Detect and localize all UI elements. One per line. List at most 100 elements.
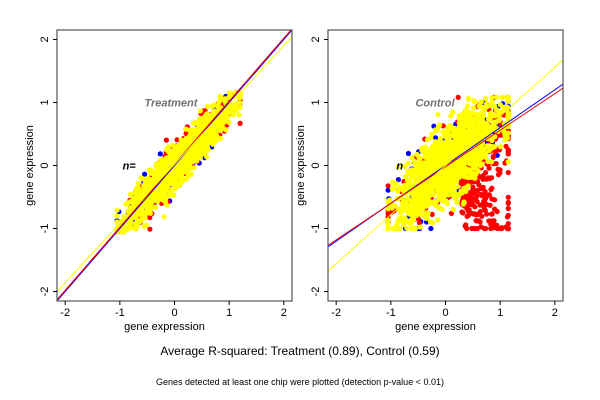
data-point-red	[461, 195, 467, 201]
data-point-blue	[157, 151, 163, 157]
y-tick-label: 1	[39, 99, 51, 105]
data-point-yellow	[155, 198, 161, 204]
data-point-yellow	[176, 173, 182, 179]
data-point-yellow	[406, 178, 412, 184]
data-point-yellow	[173, 166, 179, 172]
data-point-yellow	[437, 205, 443, 211]
data-point-yellow	[473, 111, 479, 117]
data-point-red	[504, 225, 510, 232]
data-point-red	[505, 205, 511, 212]
data-point-red	[505, 194, 511, 200]
data-point-yellow	[430, 184, 436, 190]
data-point-red	[448, 210, 454, 216]
data-point-yellow	[209, 127, 216, 133]
data-point-yellow	[171, 192, 177, 198]
data-point-red	[488, 211, 495, 217]
data-point-yellow	[132, 221, 138, 227]
data-point-yellow	[443, 152, 449, 158]
data-point-red	[469, 201, 475, 207]
data-point-red	[455, 94, 461, 100]
data-point-red	[470, 186, 476, 193]
data-point-yellow	[472, 175, 478, 181]
data-point-yellow	[442, 191, 448, 197]
data-point-yellow	[170, 180, 177, 186]
data-point-yellow	[219, 114, 226, 120]
data-point-yellow	[395, 164, 401, 170]
data-point-red	[487, 202, 493, 208]
data-point-yellow	[134, 217, 140, 223]
data-point-yellow	[397, 184, 403, 190]
data-point-yellow	[496, 117, 502, 123]
data-point-yellow	[142, 211, 148, 217]
data-point-yellow	[502, 132, 508, 138]
data-point-yellow	[471, 105, 477, 111]
data-point-yellow	[226, 119, 232, 125]
data-point-yellow	[428, 190, 434, 196]
data-point-yellow	[452, 143, 458, 149]
x-tick-label: 2	[281, 307, 287, 319]
data-point-red	[483, 225, 489, 232]
data-point-yellow	[497, 102, 503, 108]
data-point-yellow	[495, 112, 501, 118]
fit-line-blue	[57, 30, 292, 301]
y-tick-label: -2	[39, 287, 51, 297]
data-point-yellow	[478, 111, 484, 117]
data-point-yellow	[453, 148, 459, 154]
data-point-yellow	[476, 147, 482, 153]
data-point-yellow	[161, 214, 167, 220]
data-point-yellow	[415, 176, 421, 182]
data-point-yellow	[457, 118, 463, 124]
data-point-yellow	[160, 192, 166, 198]
data-point-yellow	[465, 134, 472, 140]
data-point-yellow	[147, 210, 154, 216]
data-point-blue	[405, 150, 411, 157]
data-point-yellow	[163, 196, 169, 202]
data-point-yellow	[391, 185, 397, 191]
data-point-yellow	[153, 204, 159, 210]
data-point-yellow	[447, 172, 453, 178]
data-point-yellow	[439, 151, 445, 157]
data-point-red	[462, 223, 468, 229]
data-point-yellow	[135, 212, 141, 218]
data-point-red	[486, 192, 492, 198]
data-point-yellow	[200, 136, 206, 142]
x-tick-label: -2	[60, 307, 70, 319]
data-point-yellow	[207, 117, 213, 123]
data-point-red	[474, 193, 480, 199]
data-point-yellow	[185, 152, 191, 159]
data-point-yellow	[218, 97, 224, 103]
data-point-blue	[395, 177, 401, 183]
data-point-yellow	[187, 148, 194, 154]
data-point-yellow	[400, 205, 406, 211]
data-point-yellow	[411, 158, 417, 164]
data-point-yellow	[451, 139, 457, 145]
data-point-yellow	[154, 172, 160, 178]
data-point-yellow	[481, 146, 487, 152]
x-tick-label: 0	[171, 307, 177, 319]
data-point-yellow	[230, 104, 236, 110]
data-point-yellow	[435, 112, 441, 118]
scatter-panel-control: -2 -1 0 1 2 -2 -1 0 1 2 gene expression gene expres…	[295, 29, 564, 333]
data-point-yellow	[400, 199, 406, 205]
data-point-yellow	[226, 90, 232, 96]
data-point-yellow	[461, 124, 467, 130]
x-tick-label: -1	[115, 307, 125, 319]
data-point-yellow	[456, 193, 462, 199]
data-point-yellow	[424, 215, 430, 221]
data-point-yellow	[467, 118, 473, 124]
data-point-yellow	[402, 163, 408, 169]
data-point-red	[469, 225, 475, 232]
data-point-yellow	[392, 203, 398, 209]
x-tick-label: 0	[442, 307, 448, 319]
data-point-yellow	[488, 159, 494, 165]
data-point-yellow	[436, 174, 442, 180]
y-axis-label: gene expression	[295, 125, 307, 206]
y-tick-label: 2	[310, 36, 322, 42]
data-point-yellow	[432, 139, 438, 145]
data-point-yellow	[385, 221, 391, 227]
data-point-yellow	[439, 187, 445, 193]
data-point-yellow	[473, 153, 480, 159]
data-point-red	[490, 154, 496, 160]
data-point-yellow	[125, 201, 131, 207]
data-point-yellow	[424, 137, 430, 143]
